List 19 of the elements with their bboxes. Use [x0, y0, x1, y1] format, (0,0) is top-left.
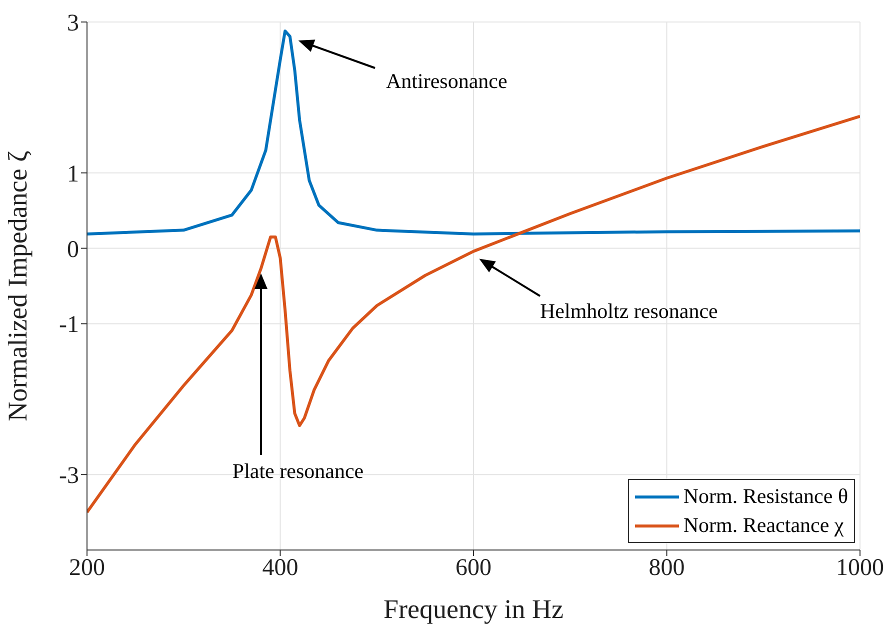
annotation: Antiresonance [386, 69, 508, 93]
x-tick-label: 200 [69, 555, 105, 582]
x-tick-label: 400 [262, 555, 298, 582]
y-tick-label: 1 [67, 161, 79, 188]
y-tick-label: 3 [67, 10, 79, 37]
y-tick-label: 0 [67, 236, 79, 263]
x-tick-label: 800 [648, 555, 685, 582]
x-axis-title: Frequency in Hz [384, 594, 564, 624]
y-tick-label: -1 [59, 312, 79, 338]
x-tick-label: 1000 [836, 555, 884, 582]
legend-label: Norm. Resistance θ [683, 483, 848, 510]
annotation: Plate resonance [232, 459, 364, 483]
y-tick-label: -3 [59, 463, 79, 490]
line-series [87, 30, 860, 236]
y-axis-title: Normalized Impedance ζ [2, 150, 33, 422]
legend-label: Norm. Reactance χ [683, 512, 844, 539]
annotation: Helmholtz resonance [540, 299, 718, 323]
x-tick-label: 600 [456, 555, 492, 582]
line-series [87, 114, 860, 514]
